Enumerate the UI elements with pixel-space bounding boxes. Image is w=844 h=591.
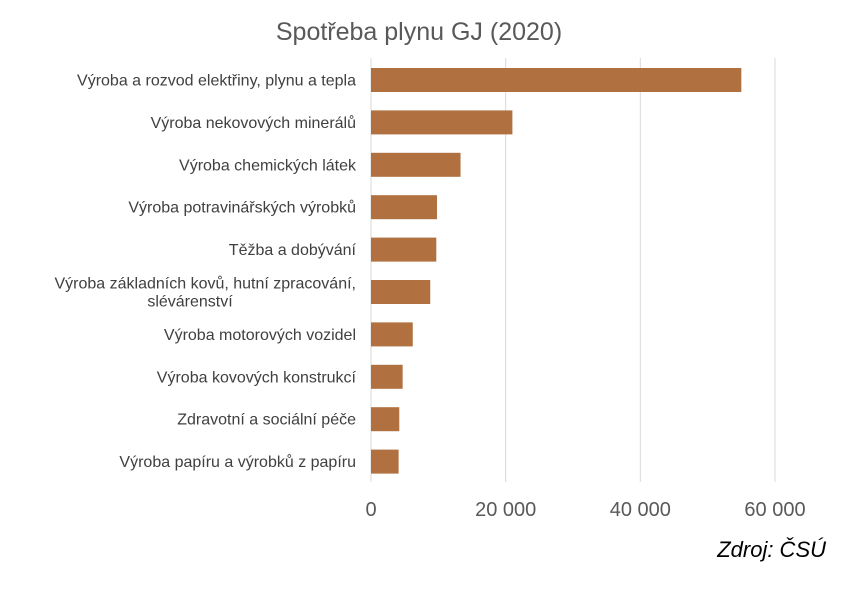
bar <box>371 152 461 177</box>
x-tick-label: 0 <box>365 499 376 521</box>
bar <box>371 322 413 347</box>
category-label: Výroba nekovových minerálů <box>151 114 356 132</box>
bar <box>371 237 437 262</box>
bar <box>371 364 403 389</box>
category-label: Výroba potravinářských výrobků <box>128 199 356 217</box>
bar <box>371 110 513 135</box>
category-label: Výroba chemických látek <box>179 157 357 174</box>
category-label: Výroba základních kovů, hutní zpracování… <box>54 275 356 293</box>
x-tick-layer: 0 20 000 40 000 60 000 <box>365 499 805 521</box>
category-label-layer: Výroba a rozvod elektřiny, plynu a tepla… <box>54 73 357 472</box>
category-label: slévárenství <box>147 294 233 311</box>
bar <box>371 195 437 220</box>
category-label: Výroba kovových konstrukcí <box>157 369 357 386</box>
category-label: Výroba a rozvod elektřiny, plynu a tepla <box>77 73 356 90</box>
chart-title: Spotřeba plynu GJ (2020) <box>276 18 562 46</box>
bar <box>371 68 742 92</box>
category-label: Výroba motorových vozidel <box>164 327 356 344</box>
category-label: Zdravotní a sociální péče <box>177 412 356 429</box>
x-tick-label: 20 000 <box>475 499 536 521</box>
bar <box>371 407 400 432</box>
x-tick-label: 40 000 <box>610 499 671 521</box>
category-label: Těžba a dobývání <box>229 242 357 259</box>
bar <box>371 280 431 304</box>
bar-layer <box>371 68 742 474</box>
x-tick-label: 60 000 <box>744 499 805 521</box>
bar <box>371 449 399 474</box>
category-label: Výroba papíru a výrobků z papíru <box>119 453 356 471</box>
source-label: Zdroj: ČSÚ <box>716 537 826 562</box>
